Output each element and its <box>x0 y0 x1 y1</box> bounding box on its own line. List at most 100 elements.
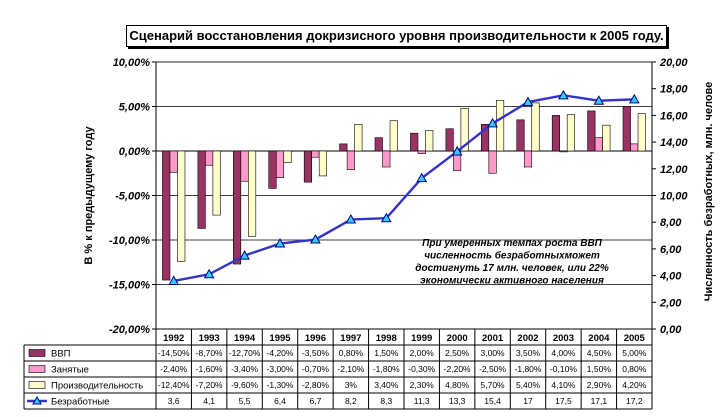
unemployed-marker-2000 <box>451 145 463 156</box>
table-year-1995: 1995 <box>269 333 291 344</box>
unemployed-marker-1999 <box>416 172 428 183</box>
bar-Производительность-2001 <box>496 99 505 152</box>
bar-Занятые-2005 <box>630 143 639 152</box>
y-tick-label-right: 6,00 <box>660 244 682 256</box>
bar-ВВП-1997 <box>339 143 348 152</box>
bar-Производительность-1997 <box>354 124 363 152</box>
y-axis-title-right: Численность безработных, млн. челове <box>703 82 715 302</box>
bar-Производительность-2000 <box>460 107 469 152</box>
table-cell-Производительность-2001: 5,70% <box>481 380 506 390</box>
y-tick-label-right: 16,00 <box>660 110 688 122</box>
bar-ВВП-1999 <box>410 132 419 152</box>
table-cell-Занятые-1999: -0,30% <box>408 364 435 374</box>
table-cell-Производительность-1998: 3,40% <box>374 380 399 390</box>
unemployed-marker-2003 <box>558 89 569 100</box>
table-cell-ВВП-1998: 1,50% <box>374 348 399 358</box>
table-cell-Занятые-1996: -0,70% <box>302 364 329 374</box>
bar-Производительность-1994 <box>248 150 257 237</box>
table-cell-Занятые-2004: 1,50% <box>587 364 612 374</box>
table-cell-Занятые-2000: -2,20% <box>444 364 471 374</box>
table-year-1994: 1994 <box>234 333 256 344</box>
table-year-1997: 1997 <box>340 333 361 344</box>
table-cell-Безработные-1999: 11,3 <box>414 396 430 406</box>
table-cell-Занятые-2003: -0,10% <box>550 364 577 374</box>
y-tick-label-right: 14,00 <box>660 137 688 149</box>
y-tick-label-right: 12,00 <box>660 164 688 176</box>
y-tick-label-right: 20,00 <box>659 57 688 69</box>
table-cell-ВВП-2003: 4,00% <box>551 348 576 358</box>
table-cell-Безработные-2001: 15,4 <box>484 396 501 406</box>
table-cell-Производительность-2003: 4,10% <box>551 380 576 390</box>
bar-Производительность-1992 <box>177 150 186 262</box>
chart-title: Сценарий восстановления докризисного уро… <box>126 25 667 47</box>
bar-ВВП-2003 <box>551 115 560 152</box>
table-year-2001: 2001 <box>482 333 504 344</box>
y-tick-label-right: 18,00 <box>660 84 688 96</box>
y-tick-label-left: -10,00% <box>109 235 150 247</box>
table-cell-Производительность-2002: 5,40% <box>516 380 541 390</box>
y-tick-label-right: 2,00 <box>659 297 682 309</box>
unemployed-marker-1993 <box>203 268 215 279</box>
table-year-2000: 2000 <box>447 333 468 344</box>
legend-label-Производительность: Производительность <box>51 381 143 392</box>
bar-Производительность-2005 <box>637 113 646 152</box>
table-cell-Занятые-2001: -2,50% <box>479 364 506 374</box>
table-year-1998: 1998 <box>376 333 397 344</box>
bar-Занятые-1996 <box>311 150 320 158</box>
table-cell-Безработные-1996: 6,7 <box>310 396 322 406</box>
annotation-line: достигнуть 17 млн. человек, или 22% <box>415 263 609 274</box>
table-cell-Производительность-1994: -9,60% <box>231 380 258 390</box>
unemployed-marker-2004 <box>593 95 605 105</box>
annotation: При умеренных темпах роста ВВПчисленност… <box>415 238 609 287</box>
bar-Занятые-1997 <box>346 150 355 170</box>
table-cell-ВВП-1996: -3,50% <box>302 348 329 358</box>
table-cell-ВВП-2004: 4,50% <box>587 348 612 358</box>
table-cell-Занятые-1992: -2,40% <box>160 364 187 374</box>
bar-ВВП-2001 <box>481 124 490 152</box>
table-cell-ВВП-2000: 2,50% <box>445 348 470 358</box>
unemployed-marker-2001 <box>487 117 498 128</box>
unemployed-marker-1996 <box>310 234 321 244</box>
legend-key-Занятые <box>28 365 46 373</box>
bar-Производительность-2002 <box>531 102 540 152</box>
legend-label-ВВП: ВВП <box>51 349 71 360</box>
table-cell-Безработные-1992: 3,6 <box>168 396 180 406</box>
bar-Производительность-1996 <box>318 150 327 177</box>
bar-Занятые-1993 <box>205 150 214 166</box>
unemployed-marker-1998 <box>380 212 392 223</box>
table-cell-Занятые-2005: 0,80% <box>622 364 647 374</box>
bar-ВВП-1996 <box>303 150 312 183</box>
table-cell-Безработные-2002: 17 <box>523 396 533 406</box>
table-cell-Безработные-1995: 6,4 <box>274 396 286 406</box>
annotation-line: численность безработныхможет <box>424 250 600 262</box>
table-year-1992: 1992 <box>163 333 184 344</box>
bar-Занятые-2003 <box>559 150 568 153</box>
table-cell-ВВП-1993: -8,70% <box>196 348 223 358</box>
bar-Производительность-1995 <box>283 150 292 163</box>
unemployed-marker-1994 <box>239 250 250 260</box>
bar-ВВП-1993 <box>197 150 206 229</box>
table-cell-ВВП-2001: 3,00% <box>481 348 506 358</box>
table-cell-ВВП-1992: -14,50% <box>158 348 190 358</box>
annotation-line: При умеренных темпах роста ВВП <box>422 238 603 249</box>
table-cell-ВВП-1999: 2,00% <box>410 348 435 358</box>
unemployed-marker-2002 <box>522 96 534 107</box>
table-cell-Производительность-1993: -7,20% <box>196 380 223 390</box>
bar-Производительность-1998 <box>389 120 398 152</box>
unemployed-line <box>173 94 635 283</box>
table-year-1999: 1999 <box>411 333 432 344</box>
y-tick-label-left: -15,00% <box>109 280 150 292</box>
table-year-1993: 1993 <box>199 333 220 344</box>
table-cell-ВВП-1997: 0,80% <box>339 348 364 358</box>
legend-label-Занятые: Занятые <box>51 365 89 376</box>
table-year-2003: 2003 <box>553 333 574 344</box>
bar-Занятые-2004 <box>594 137 603 152</box>
table-cell-Безработные-2000: 13,3 <box>449 396 466 406</box>
y-tick-label-right: 0,00 <box>660 324 682 336</box>
bar-group <box>162 99 646 281</box>
table-cell-Производительность-2000: 4,80% <box>445 380 470 390</box>
table-year-2002: 2002 <box>517 333 538 344</box>
bar-Производительность-2003 <box>566 114 575 152</box>
bar-ВВП-2005 <box>622 106 631 152</box>
y-tick-label-right: 10,00 <box>660 191 688 203</box>
